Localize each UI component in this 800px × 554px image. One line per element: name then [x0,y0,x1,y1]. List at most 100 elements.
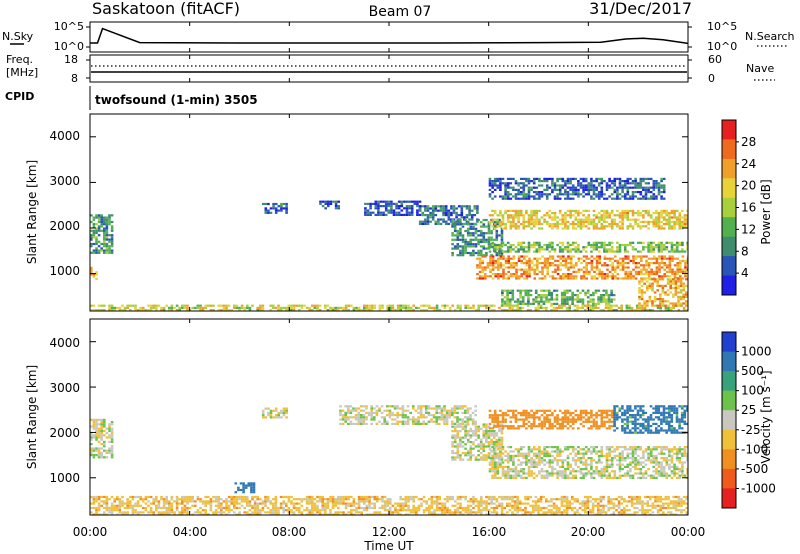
heatmap-cell [571,223,575,226]
heatmap-cell [538,250,541,253]
heatmap-cell [491,459,494,462]
heatmap-cell [530,246,533,249]
heatmap-cell [90,269,93,272]
heatmap-cell [605,414,609,417]
heatmap-cell [673,275,677,278]
heatmap-cell [491,427,494,430]
heatmap-cell [639,457,643,460]
heatmap-cell [386,422,389,425]
heatmap-cell [647,270,651,273]
heatmap-cell [489,268,492,271]
heatmap-cell [577,182,580,185]
heatmap-cell [675,450,679,453]
heatmap-cell [488,184,492,187]
heatmap-cell [621,463,624,466]
heatmap-cell [660,411,663,414]
heatmap-cell [675,416,679,419]
heatmap-cell [592,246,596,249]
heatmap-cell [616,225,619,228]
heatmap-cell [515,275,518,278]
heatmap-cell [590,411,593,415]
heatmap-cell [579,470,583,473]
heatmap-cell [613,214,617,217]
heatmap-cell [535,411,539,415]
heatmap-cell [511,296,515,299]
heatmap-cell [647,457,650,460]
heatmap-cell [364,209,367,212]
heatmap-cell [453,452,457,455]
heatmap-cell [440,409,444,412]
heatmap-cell [485,247,488,250]
heatmap-cell [600,188,604,191]
heatmap-cell [482,234,486,237]
heatmap-cell [657,429,661,432]
heatmap-cell [464,409,467,412]
heatmap-cell [100,242,103,246]
heatmap-cell [558,304,561,307]
heatmap-cell [660,414,663,417]
heatmap-cell [413,202,417,205]
heatmap-cell [491,243,494,247]
heatmap-cell [530,472,533,475]
heatmap-cell [584,309,587,311]
heatmap-cell [647,459,650,462]
heatmap-cell [466,409,470,412]
heatmap-cell [613,191,617,194]
heatmap-cell [629,468,632,471]
heatmap-cell [100,249,103,252]
heatmap-cell [592,241,596,244]
heatmap-cell [425,422,428,425]
heatmap-cell [409,309,413,311]
heatmap-cell [129,309,132,311]
heatmap-cell [594,302,598,305]
heatmap-cell [525,246,528,249]
heatmap-cell [506,186,510,189]
heatmap-cell [387,209,391,212]
heatmap-cell [561,472,565,475]
heatmap-cell [379,200,383,203]
heatmap-cell [466,234,470,237]
heatmap-cell [648,284,652,287]
heatmap-cell [608,420,611,423]
heatmap-cell [556,197,559,200]
heatmap-cell [571,418,575,421]
heatmap-cell [514,212,518,215]
heatmap-cell [553,218,557,221]
heatmap-cell [389,309,392,311]
heatmap-cell [566,461,570,464]
heatmap-cell [582,188,585,191]
heatmap-cell [548,414,552,417]
heatmap-cell [621,216,624,219]
heatmap-cell [519,306,522,309]
heatmap-cell [474,427,478,430]
heatmap-cell [243,306,246,309]
heatmap-cell [587,223,591,226]
heatmap-cell [629,243,632,247]
heatmap-cell [515,273,518,276]
heatmap-cell [642,180,645,183]
heatmap-cell [579,212,583,215]
heatmap-cell [501,223,505,226]
heatmap-cell [637,270,640,273]
heatmap-cell [686,405,688,408]
heatmap-cell [678,470,682,473]
heatmap-cell [590,262,594,265]
heatmap-cell [610,446,614,449]
heatmap-cell [550,302,554,305]
heatmap-cell [676,257,679,260]
heatmap-cell [512,273,516,276]
heatmap-cell [525,454,528,457]
heatmap-cell [611,268,614,271]
heatmap-cell [660,405,663,408]
heatmap-cell [559,268,562,271]
heatmap-cell [391,306,395,309]
heatmap-cell [435,422,438,425]
heatmap-cell [485,254,488,257]
heatmap-cell [431,214,435,217]
heatmap-cell [417,306,421,309]
heatmap-cell [639,468,643,471]
heatmap-cell [686,457,688,460]
heatmap-cell [652,197,656,200]
heatmap-cell [456,245,460,248]
heatmap-cell [675,429,679,432]
